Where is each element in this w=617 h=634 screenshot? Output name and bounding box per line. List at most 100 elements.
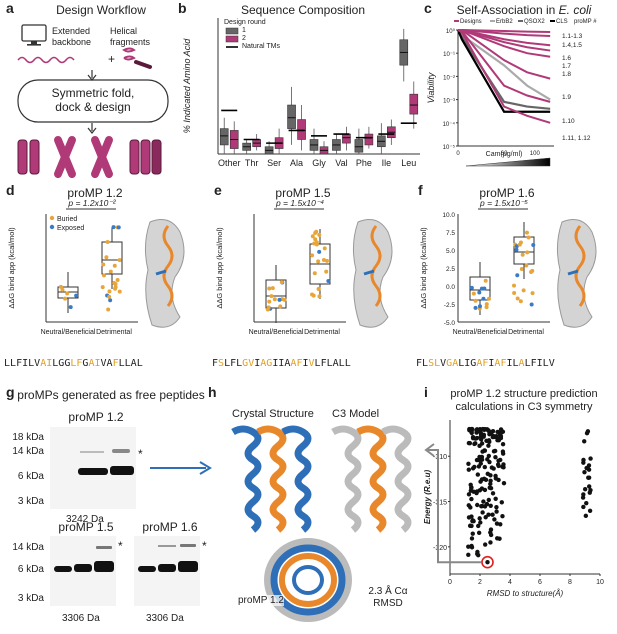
data-point	[531, 242, 536, 247]
overlay-protein-label: proMP 1.2	[238, 595, 284, 606]
data-point	[497, 432, 503, 437]
data-point	[584, 500, 589, 506]
box-text-line-1: Symmetric fold,	[51, 86, 135, 100]
data-point	[466, 467, 472, 472]
data-point	[475, 502, 480, 508]
data-point	[492, 434, 497, 440]
data-point	[477, 516, 482, 521]
y-tick-label: -315	[433, 500, 447, 507]
data-point	[586, 484, 592, 489]
box-2	[342, 133, 351, 144]
data-point	[108, 298, 113, 303]
data-point	[500, 441, 506, 447]
data-point	[486, 438, 492, 443]
box-2	[364, 133, 374, 146]
y-axis-label: Viability	[426, 72, 436, 103]
data-point	[494, 504, 499, 510]
y-axis-label: ΔΔG bind app (kcal/mol)	[215, 227, 224, 309]
y-axis-label: Energy (R.e.u)	[424, 470, 432, 525]
data-point	[74, 293, 79, 298]
y-tick-label: 10⁻³	[443, 99, 455, 105]
data-point	[526, 235, 531, 240]
data-point	[514, 244, 519, 249]
x-tick-label: Other	[218, 158, 241, 168]
data-point	[581, 457, 586, 463]
data-point	[466, 552, 471, 558]
data-point	[474, 428, 479, 433]
data-point	[269, 294, 274, 299]
data-point	[486, 296, 491, 301]
box-text-line-2: dock & design	[55, 100, 131, 114]
y-axis-label: ΔΔG bind app (kcal/mol)	[7, 227, 16, 309]
panel-e-plot: p = 1.5x10⁻⁴ ΔΔG bind app (kcal/mol) Neutr…	[215, 198, 393, 336]
p-value-label: p = 1.2x10⁻²	[67, 198, 116, 208]
x-tick-label: 8	[568, 579, 572, 586]
energy-rmsd-scatter: -310 -315 -320 0 2 4 6 8 10 Energy (R.e.u) RMSD to…	[424, 420, 604, 598]
panel-label-b: b	[178, 0, 187, 16]
panel-i-title-1: proMP 1.2 structure prediction	[450, 388, 598, 400]
legend-round-2: 2	[242, 35, 246, 42]
x-tick-label: Phe	[356, 158, 372, 168]
data-point	[497, 536, 502, 541]
data-point	[484, 302, 489, 307]
data-point	[478, 520, 483, 525]
data-point	[324, 258, 329, 263]
data-point	[512, 283, 517, 288]
data-point	[473, 305, 478, 310]
data-point	[477, 290, 482, 295]
x-axis-label: Cam(μg/ml)	[486, 151, 523, 158]
data-point	[469, 523, 474, 529]
data-point	[317, 249, 322, 254]
x-category-label: Detrimental	[304, 329, 340, 336]
gel-1-title: proMP 1.2	[68, 410, 124, 424]
data-point	[474, 457, 480, 463]
data-point	[583, 513, 589, 519]
gel-2-title: proMP 1.5	[58, 520, 114, 534]
data-point	[324, 269, 329, 274]
panel-label-i: i	[424, 384, 428, 400]
data-point	[491, 449, 497, 454]
panel-label-h: h	[208, 384, 217, 400]
panel-i-title-2: calculations in C3 symmetry	[455, 401, 593, 413]
data-point	[317, 294, 322, 299]
design-series-label: 1.6	[562, 55, 571, 62]
data-point	[310, 234, 315, 239]
x-tick-label: Ala	[290, 158, 303, 168]
x-tick-label: Leu	[401, 158, 416, 168]
data-point	[525, 250, 530, 255]
panel-g-title: proMPs generated as free peptides	[17, 388, 205, 402]
x-tick-label: 100	[530, 151, 541, 157]
data-point	[479, 486, 485, 491]
data-point	[466, 492, 472, 497]
panel-b: Sequence Composition % Indicated Amino A…	[178, 0, 424, 182]
gel-3-star: *	[202, 539, 207, 553]
data-point	[488, 527, 494, 532]
data-point	[467, 441, 473, 446]
data-point	[476, 464, 482, 469]
data-point	[521, 288, 526, 293]
data-point	[529, 302, 534, 307]
x-category-label: Detrimental	[508, 329, 544, 336]
data-point	[112, 263, 117, 268]
data-point	[469, 496, 474, 502]
data-point	[486, 453, 492, 459]
legend-round-1: 1	[242, 27, 246, 34]
panel-c: Self-Association in E. coli 10⁰ 10⁻¹ 10⁻² 1…	[424, 0, 617, 182]
data-point	[270, 286, 275, 291]
data-point	[473, 441, 478, 446]
data-point	[496, 458, 501, 463]
legend-swatch-2	[225, 35, 239, 43]
gel-1-marker-6: 6 kDa	[17, 471, 44, 482]
data-point	[512, 291, 517, 296]
gel-2-mass: 3306 Da	[62, 613, 100, 624]
panel-i: proMP 1.2 structure prediction calculati…	[424, 384, 617, 634]
x-tick-label: 60	[501, 151, 508, 157]
gel-1-star: *	[138, 447, 143, 461]
legend-exposed-swatch	[49, 224, 55, 230]
data-point	[470, 531, 475, 536]
data-point	[496, 477, 501, 483]
data-point	[582, 486, 588, 492]
extended-backbone-wave	[17, 56, 75, 64]
data-point	[68, 305, 73, 310]
panel-f: proMP 1.6 p = 1.5x10⁻⁵ ΔΔG bind app (kcal/…	[412, 182, 617, 382]
